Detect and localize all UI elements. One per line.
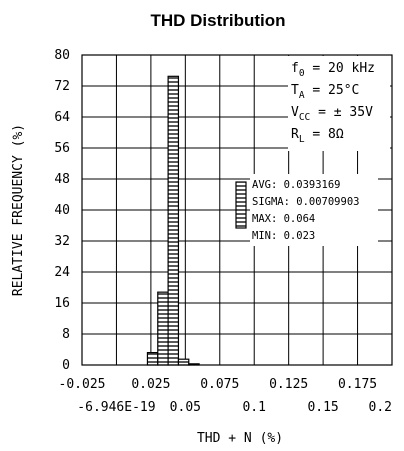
stat-line: MIN: 0.023 <box>252 230 315 242</box>
x-tick-label-lower: 0.2 <box>369 400 392 415</box>
x-axis-label: THD + N (%) <box>197 431 283 446</box>
y-tick-label: 0 <box>62 358 70 373</box>
test-conditions: f0 = 20 kHz TA = 25°C VCC = ± 35V RL = 8Ω <box>288 56 390 151</box>
stats-legend: AVG: 0.0393169 SIGMA: 0.00709903 MAX: 0.06… <box>250 174 378 246</box>
condition-line: RL = 8Ω <box>291 127 344 145</box>
bars <box>146 75 200 366</box>
x-tick-label-upper: 0.075 <box>200 377 239 392</box>
histogram-bar <box>157 291 169 366</box>
x-tick-label-upper: 0.175 <box>338 377 377 392</box>
stats-background <box>250 174 378 246</box>
x-tick-label-upper: 0.025 <box>131 377 170 392</box>
condition-line: VCC = ± 35V <box>291 105 373 123</box>
y-tick-label: 48 <box>54 172 70 187</box>
y-tick-label: 24 <box>54 265 70 280</box>
histogram-bar <box>146 352 159 366</box>
condition-line: f0 = 20 kHz <box>291 61 375 79</box>
chart-title: THD Distribution <box>150 11 285 30</box>
histogram-bar <box>177 358 190 366</box>
y-tick-label: 72 <box>54 79 70 94</box>
stats-legend-swatch <box>235 181 247 229</box>
x-tick-labels: -0.025 0.025 0.075 0.125 0.175 -6.946E-19 0.05… <box>59 377 392 415</box>
x-tick-label-upper: 0.125 <box>269 377 308 392</box>
stat-line: MAX: 0.064 <box>252 213 315 225</box>
histogram-bar <box>167 75 180 366</box>
conditions-background <box>288 56 390 151</box>
condition-line: TA = 25°C <box>291 83 359 101</box>
stat-line: SIGMA: 0.00709903 <box>252 196 359 208</box>
y-tick-labels: 0 8 16 24 32 40 48 56 64 72 80 <box>54 48 70 373</box>
y-tick-label: 8 <box>62 327 70 342</box>
x-tick-label-lower: 0.15 <box>307 400 338 415</box>
y-tick-label: 32 <box>54 234 70 249</box>
y-tick-label: 80 <box>54 48 70 63</box>
x-tick-label-lower: 0.1 <box>242 400 265 415</box>
plot-frame <box>81 54 393 366</box>
stat-line: AVG: 0.0393169 <box>252 179 341 191</box>
y-tick-label: 64 <box>54 110 70 125</box>
y-tick-label: 56 <box>54 141 70 156</box>
y-tick-label: 16 <box>54 296 70 311</box>
x-tick-label-lower: -6.946E-19 <box>77 400 155 415</box>
y-tick-label: 40 <box>54 203 70 218</box>
x-tick-label-lower: 0.05 <box>170 400 201 415</box>
x-tick-label-upper: -0.025 <box>59 377 106 392</box>
y-axis-label: RELATIVE FREQUENCY (%) <box>11 124 26 296</box>
